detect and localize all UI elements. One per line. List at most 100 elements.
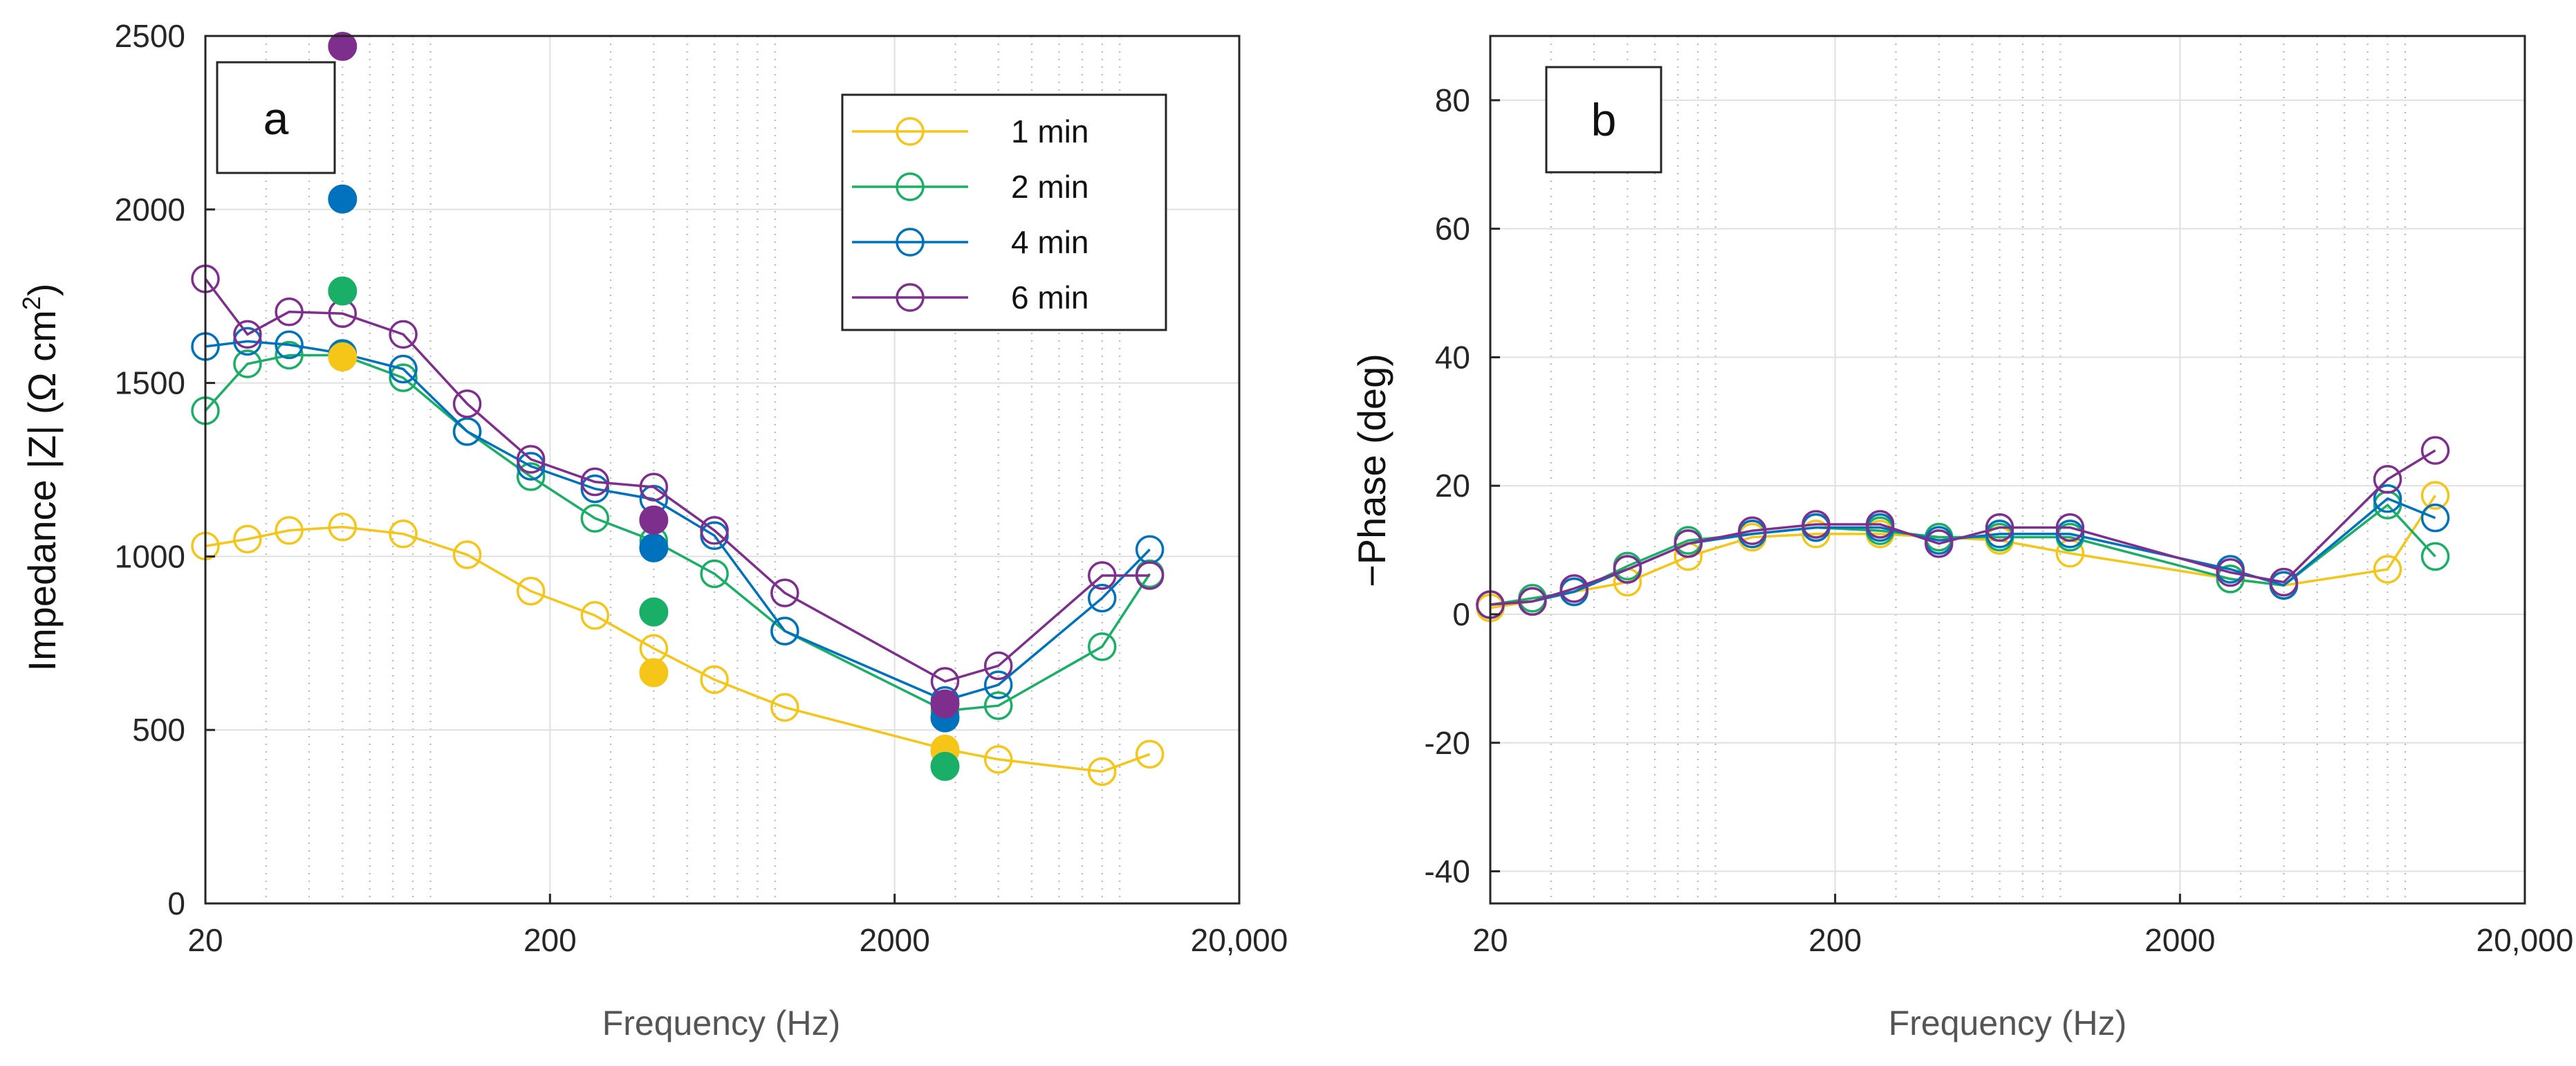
panel-b: 20 200 2000 20,000 -40 -20 0 20 40 60 80 Frequenc… [1350, 35, 2574, 1042]
data-point-6-min [700, 516, 729, 545]
data-point-1-min [389, 520, 418, 549]
data-point-1-min [233, 524, 262, 554]
data-point-1-min [2420, 481, 2450, 510]
series-line-6-min [1490, 449, 2436, 606]
data-point-6-min [770, 578, 799, 607]
data-point-1-min [275, 516, 304, 545]
series-line-1-min [205, 526, 1151, 773]
panel-b-plot-area [1490, 36, 2525, 903]
data-point-1-min [580, 600, 610, 630]
data-point-6-min [1559, 574, 1588, 603]
x-tick-label: 200 [1808, 922, 1862, 958]
data-point-6-min [2269, 567, 2299, 597]
data-point-1-min [1801, 520, 1831, 549]
data-point-6-min [389, 320, 418, 349]
data-point-4-min [1087, 583, 1117, 613]
data-point-6-min [516, 445, 546, 474]
legend-entry-label: 1 min [1011, 113, 1088, 149]
data-point-6-min [2373, 465, 2402, 494]
data-point-1-min [516, 576, 546, 606]
legend-entry-label: 4 min [1011, 224, 1088, 260]
series-line-6-min [204, 278, 1150, 683]
data-point-1-min [452, 540, 482, 569]
data-point-4-min [233, 327, 262, 356]
x-tick-label: 2000 [2144, 922, 2215, 958]
x-tick-label: 20,000 [1191, 922, 1288, 958]
data-point-6-min [1738, 516, 1767, 545]
panel-b-series [1476, 436, 2450, 623]
y-tick-label: 80 [1435, 82, 1470, 118]
y-tick-label: 2500 [115, 18, 185, 54]
data-point-6-min [1674, 529, 1703, 558]
data-point-4-min [983, 670, 1013, 699]
data-point-6-min [452, 389, 482, 419]
data-point-6-min [1865, 510, 1895, 539]
y-tick-label: 2000 [115, 192, 185, 228]
y-tick-label: 500 [132, 712, 185, 748]
data-point-4-min [1985, 520, 2014, 549]
filled-point-1-min [639, 658, 669, 688]
data-point-6-min [2216, 558, 2245, 587]
data-point-4-min [2055, 520, 2085, 549]
x-tick-label: 20 [187, 922, 223, 958]
data-point-2-min [983, 691, 1013, 720]
panel-a-y-axis-label-superscript: 2 [17, 296, 46, 310]
data-point-2-min [516, 462, 546, 491]
panel-a-y-ticks: 0 500 1000 1500 2000 2500 [115, 18, 215, 921]
data-point-4-min [770, 616, 799, 645]
panel-a-y-axis-label: Impedance |Z| (Ω cm2) [17, 284, 64, 672]
filled-point-4-min [328, 184, 358, 214]
legend-marker [896, 172, 925, 201]
filled-point-6-min [930, 689, 960, 719]
legend: 1 min 2 min 4 min 6 min [841, 93, 1167, 331]
panel-a-x-ticks: 20 200 2000 20,000 [187, 894, 1288, 958]
data-point-1-min [770, 692, 799, 722]
panel-a-label-box: a [216, 61, 336, 174]
data-point-6-min [1613, 555, 1642, 584]
panel-b-label-box: b [1545, 66, 1662, 174]
legend-marker [896, 283, 925, 312]
data-point-6-min [1925, 529, 1954, 558]
data-point-6-min [1518, 587, 1547, 616]
data-point-6-min [2055, 513, 2085, 542]
data-point-2-min [1087, 632, 1117, 661]
filled-point-2-min [930, 751, 960, 781]
data-point-6-min [233, 320, 262, 349]
data-point-1-min [1135, 739, 1165, 769]
legend-entry-label: 6 min [1011, 279, 1088, 315]
data-point-4-min [2373, 484, 2402, 513]
data-point-4-min [2420, 503, 2450, 533]
data-point-6-min [1087, 561, 1117, 590]
y-tick-label: -20 [1425, 725, 1470, 761]
data-point-2-min [700, 559, 729, 589]
filled-point-6-min [639, 505, 669, 535]
x-tick-label: 20 [1472, 922, 1508, 958]
data-point-4-min [452, 417, 482, 446]
panel-a-label: a [263, 93, 289, 144]
data-point-4-min [580, 474, 610, 504]
y-tick-label: 0 [167, 885, 185, 921]
filled-point-2-min [328, 276, 358, 306]
legend-marker [896, 117, 925, 146]
data-point-4-min [275, 330, 304, 360]
y-tick-label: -40 [1425, 854, 1470, 890]
panel-b-axes-frame [1489, 35, 2526, 905]
filled-point-2-min [639, 597, 669, 627]
panel-a-label-frame [216, 61, 336, 174]
data-point-6-min [1985, 513, 2014, 542]
panel-a: 20 200 2000 20,000 0 500 1000 1500 2000 2500 Fre… [17, 18, 1288, 1042]
panel-a-y-axis-label-main: Impedance |Z| (Ω cm [20, 310, 64, 671]
data-point-1-min [328, 513, 358, 542]
y-tick-label: 1500 [115, 365, 185, 401]
data-point-6-min [275, 297, 304, 327]
y-tick-label: 40 [1435, 339, 1470, 375]
x-tick-label: 20,000 [2476, 922, 2574, 958]
data-point-2-min [389, 363, 418, 392]
data-point-2-min [580, 504, 610, 533]
data-point-6-min [1135, 561, 1165, 590]
y-tick-label: 1000 [115, 538, 185, 574]
data-point-2-min [275, 340, 304, 370]
filled-point-6-min [328, 32, 358, 62]
y-tick-label: 0 [1452, 596, 1470, 632]
panel-a-axes-frame [204, 35, 1241, 905]
